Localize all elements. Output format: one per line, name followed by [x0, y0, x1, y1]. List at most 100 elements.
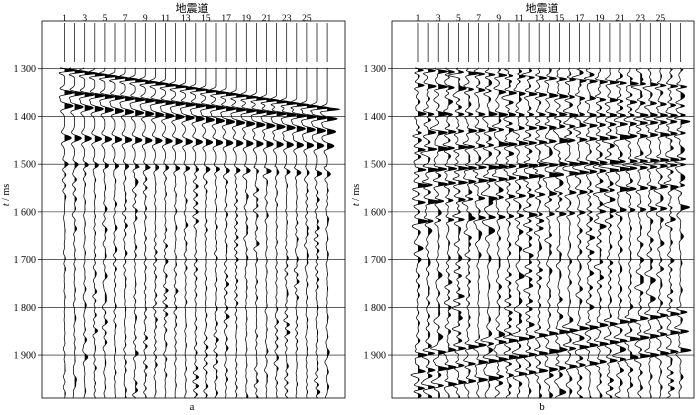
panel-b: 地震道 b t / ms 1 3 5 7 9 11 13 15 17 19 21 23 251 3001…: [351, 1, 695, 413]
panel-b-xtick-label: 17: [575, 14, 585, 24]
panel-a-trace: [319, 67, 341, 399]
trace-wiggle: [319, 67, 341, 399]
panel-a-xtick-label: 9: [143, 14, 148, 24]
panel-a-trace: [220, 67, 239, 399]
panel-a-ytick-label: 1 500: [14, 160, 37, 171]
trace-wiggle: [673, 67, 692, 399]
trace-wiggle: [583, 67, 600, 399]
panel-a-traces: [58, 67, 341, 399]
panel-a-trace: [58, 67, 78, 399]
trace-wiggle: [220, 67, 239, 399]
panel-a-frame: [41, 20, 346, 399]
panel-b-ytick-label: 1 400: [364, 112, 387, 123]
trace-wiggle: [260, 67, 280, 399]
panel-b-trace: [570, 67, 590, 399]
trace-wiggle: [240, 67, 260, 399]
panel-b-trace: [598, 67, 623, 399]
trace-wiggle: [621, 67, 641, 399]
panel-b-trace: [447, 67, 470, 399]
panel-a-trace: [199, 67, 220, 399]
trace-wiggle: [199, 67, 220, 399]
trace-positive-fill: [448, 70, 457, 399]
trace-positive-fill: [508, 74, 519, 396]
trace-wiggle: [663, 67, 681, 399]
panel-a-trace: [149, 67, 169, 399]
trace-wiggle: [461, 67, 480, 399]
trace-wiggle: [159, 67, 178, 399]
panel-b-trace: [642, 67, 662, 399]
trace-positive-fill: [670, 69, 680, 391]
panel-b-xlabel: 地震道: [526, 1, 559, 15]
panel-b-trace: [442, 67, 458, 399]
panel-a-xtick-label: 11: [161, 14, 170, 24]
trace-positive-fill: [458, 70, 469, 398]
panel-a-trace: [179, 67, 200, 399]
panel-b-ylabel-unit: / ms: [351, 184, 362, 204]
panel-b-xtick-label: 1: [416, 14, 421, 24]
panel-a-trace: [189, 67, 210, 399]
panel-a-label: a: [190, 401, 195, 413]
trace-wiggle: [139, 67, 159, 399]
panel-b-xtick-label: 15: [555, 14, 565, 24]
panel-a-ylabel-var: t: [1, 203, 12, 206]
panel-b-trace: [540, 67, 565, 399]
trace-wiggle: [250, 67, 270, 399]
trace-wiggle: [532, 67, 549, 399]
trace-wiggle: [179, 67, 200, 399]
panel-a-ytick-label: 1 400: [14, 112, 37, 123]
trace-positive-fill: [498, 69, 510, 395]
trace-wiggle: [68, 67, 88, 399]
trace-wiggle: [442, 67, 458, 399]
trace-wiggle: [521, 67, 541, 399]
trace-wiggle: [169, 67, 189, 399]
trace-wiggle: [98, 67, 118, 399]
trace-wiggle: [630, 67, 651, 399]
panel-a-trace: [78, 67, 98, 399]
panel-b-xtick-label: 23: [635, 14, 645, 24]
trace-wiggle: [592, 67, 610, 399]
panel-b-trace: [552, 67, 572, 399]
trace-positive-fill: [630, 77, 641, 388]
trace-wiggle: [611, 67, 635, 399]
trace-positive-fill: [579, 70, 590, 398]
panel-a-trace: [310, 67, 331, 399]
panel-a-trace: [108, 67, 129, 399]
panel-b-xtick-label: 25: [656, 14, 666, 24]
panel-b-xtick-label: 13: [534, 14, 544, 24]
panel-a-xtick-label: 17: [221, 14, 231, 24]
trace-wiggle: [280, 67, 300, 399]
trace-positive-fill: [226, 92, 239, 390]
trace-wiggle: [108, 67, 129, 399]
panel-a-trace: [250, 67, 270, 399]
trace-positive-fill: [246, 95, 259, 399]
panel-b-trace: [480, 67, 501, 399]
trace-wiggle: [480, 67, 501, 399]
panel-a-trace: [119, 67, 139, 399]
panel-a-trace: [98, 67, 118, 399]
trace-positive-fill: [680, 69, 692, 389]
panel-b-trace: [592, 67, 610, 399]
trace-wiggle: [270, 67, 290, 399]
panel-a-ytick-label: 1 300: [14, 64, 37, 75]
trace-wiggle: [78, 67, 98, 399]
trace-wiggle: [501, 67, 520, 399]
trace-wiggle: [290, 67, 310, 399]
panel-a-ylabel-unit: / ms: [1, 184, 12, 204]
panel-b-trace: [410, 67, 431, 399]
trace-positive-fill: [519, 69, 530, 394]
panel-a-trace: [209, 67, 229, 399]
trace-wiggle: [540, 67, 565, 399]
panel-a-trace: [290, 67, 310, 399]
panel-b-trace: [663, 67, 681, 399]
trace-wiggle: [447, 67, 470, 399]
panel-b-ytick-label: 1 900: [364, 351, 387, 362]
panel-b-trace: [501, 67, 520, 399]
trace-wiggle: [58, 67, 78, 399]
panel-b-xtick-label: 21: [615, 14, 625, 24]
panel-b-xtick-label: 9: [496, 14, 501, 24]
trace-wiggle: [472, 67, 489, 399]
panel-b-ytick-label: 1 700: [364, 255, 387, 266]
trace-wiggle: [119, 67, 139, 399]
trace-wiggle: [653, 67, 671, 399]
panel-b-ytick-label: 1 500: [364, 160, 387, 171]
